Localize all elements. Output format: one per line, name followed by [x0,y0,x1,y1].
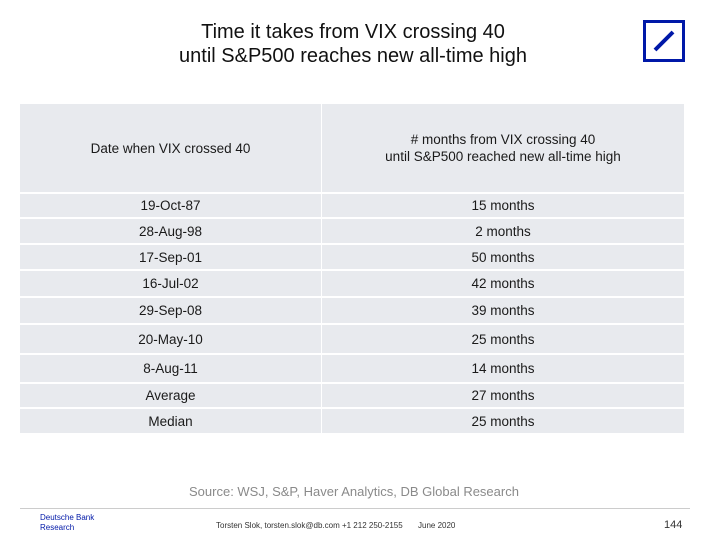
deutsche-bank-logo-icon [643,20,685,62]
footer-contact: Torsten Slok, torsten.slok@db.com +1 212… [216,521,403,530]
slide-title: Time it takes from VIX crossing 40 until… [0,20,706,68]
date-cell: 28-Aug-98 [20,219,322,243]
title-line-2: until S&P500 reaches new all-time high [179,45,527,67]
table-row: Average 27 months [20,382,684,407]
date-cell: 20-May-10 [20,325,322,353]
date-cell: 29-Sep-08 [20,298,322,323]
table-row: 8-Aug-11 14 months [20,353,684,382]
table-row: Median 25 months [20,407,684,433]
summary-label-cell: Median [20,409,322,433]
date-cell: 17-Sep-01 [20,245,322,269]
header-months-to-new-high: # months from VIX crossing 40 until S&P5… [322,104,684,192]
months-cell: 14 months [471,361,535,376]
table-row: 20-May-10 25 months [20,323,684,353]
months-cell: 39 months [471,303,535,318]
table-row: 16-Jul-02 42 months [20,269,684,296]
page-number: 144 [664,519,683,531]
months-cell: 42 months [471,276,535,291]
header-date-when-vix-crossed: Date when VIX crossed 40 [20,104,322,192]
table-row: 28-Aug-98 2 months [20,217,684,243]
summary-label-cell: Average [20,384,322,407]
source-note: Source: WSJ, S&P, Haver Analytics, DB Gl… [189,484,519,499]
table-row: 19-Oct-87 15 months [20,192,684,217]
footer-divider [20,508,690,509]
brand-line-1: Deutsche Bank [40,513,95,522]
footer-brand: Deutsche Bank Research [40,513,94,533]
date-cell: 19-Oct-87 [20,194,322,217]
months-cell: 25 months [471,331,535,347]
title-line-1: Time it takes from VIX crossing 40 [201,21,505,43]
date-cell: 16-Jul-02 [20,271,322,296]
footer-date: June 2020 [418,521,456,530]
summary-value-cell: 27 months [471,388,535,403]
header-months-line-1: # months from VIX crossing 40 [410,132,596,147]
months-cell: 15 months [471,198,535,213]
table-row: 17-Sep-01 50 months [20,243,684,269]
brand-line-2: Research [40,523,75,532]
summary-value-cell: 25 months [471,413,535,429]
months-cell: 50 months [471,249,535,265]
table-row: 29-Sep-08 39 months [20,296,684,323]
months-cell: 2 months [475,223,531,239]
table-header-row: Date when VIX crossed 40 # months from V… [20,104,684,192]
date-cell: 8-Aug-11 [20,355,322,382]
header-months-line-2: until S&P500 reached new all-time high [385,149,621,164]
vix-table: Date when VIX crossed 40 # months from V… [20,104,684,433]
